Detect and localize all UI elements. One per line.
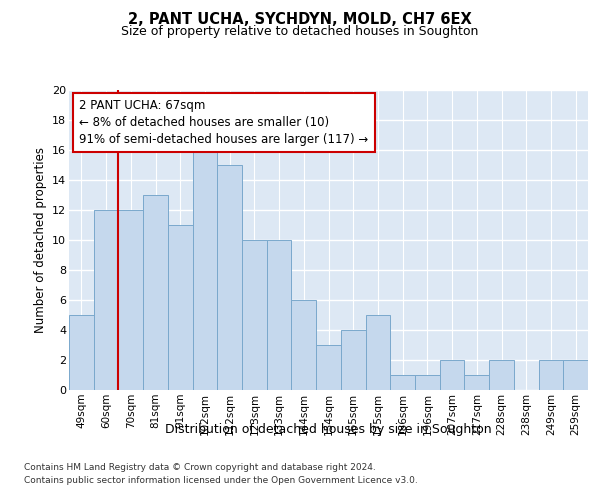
Bar bbox=[217, 165, 242, 390]
Text: Size of property relative to detached houses in Soughton: Size of property relative to detached ho… bbox=[121, 25, 479, 38]
Bar bbox=[464, 375, 489, 390]
Bar bbox=[341, 330, 365, 390]
Bar bbox=[415, 375, 440, 390]
Text: Contains public sector information licensed under the Open Government Licence v3: Contains public sector information licen… bbox=[24, 476, 418, 485]
Bar bbox=[390, 375, 415, 390]
Bar bbox=[118, 210, 143, 390]
Text: Distribution of detached houses by size in Soughton: Distribution of detached houses by size … bbox=[166, 422, 492, 436]
Y-axis label: Number of detached properties: Number of detached properties bbox=[34, 147, 47, 333]
Bar bbox=[267, 240, 292, 390]
Bar bbox=[316, 345, 341, 390]
Bar bbox=[539, 360, 563, 390]
Bar bbox=[94, 210, 118, 390]
Bar bbox=[489, 360, 514, 390]
Bar bbox=[168, 225, 193, 390]
Text: 2, PANT UCHA, SYCHDYN, MOLD, CH7 6EX: 2, PANT UCHA, SYCHDYN, MOLD, CH7 6EX bbox=[128, 12, 472, 28]
Bar bbox=[143, 195, 168, 390]
Text: Contains HM Land Registry data © Crown copyright and database right 2024.: Contains HM Land Registry data © Crown c… bbox=[24, 462, 376, 471]
Text: 2 PANT UCHA: 67sqm
← 8% of detached houses are smaller (10)
91% of semi-detached: 2 PANT UCHA: 67sqm ← 8% of detached hous… bbox=[79, 99, 368, 146]
Bar bbox=[440, 360, 464, 390]
Bar bbox=[292, 300, 316, 390]
Bar bbox=[193, 150, 217, 390]
Bar bbox=[69, 315, 94, 390]
Bar bbox=[563, 360, 588, 390]
Bar bbox=[242, 240, 267, 390]
Bar bbox=[365, 315, 390, 390]
